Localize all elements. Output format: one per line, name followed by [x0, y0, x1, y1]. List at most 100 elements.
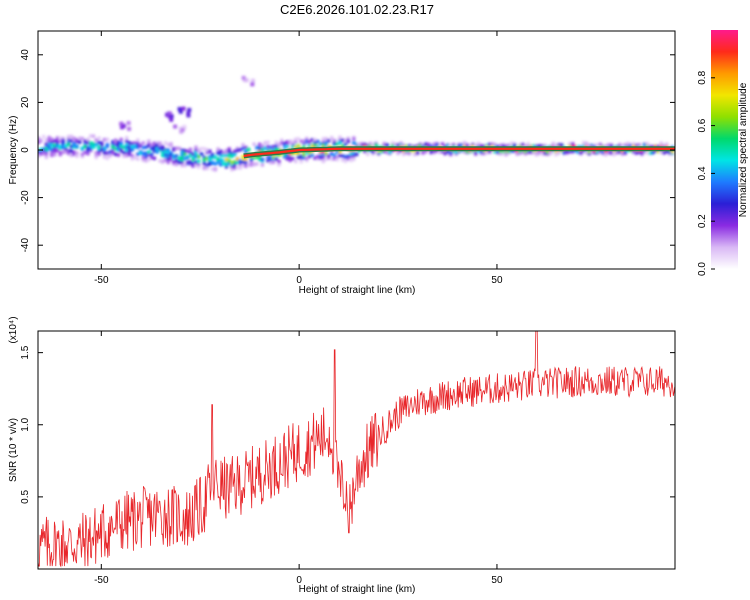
- heatmap-cell: [490, 142, 495, 146]
- heatmap-cell: [352, 154, 356, 158]
- heatmap-cell: [559, 143, 564, 147]
- heatmap-cell: [554, 153, 558, 157]
- heatmap-cell: [38, 150, 40, 154]
- heatmap-cell: [318, 155, 323, 159]
- heatmap-cell: [266, 144, 270, 149]
- heatmap-cell: [219, 150, 223, 154]
- heatmap-cell: [53, 139, 57, 143]
- heatmap-cell: [149, 152, 154, 157]
- heatmap-cell: [343, 158, 348, 163]
- heatmap-cell: [216, 160, 220, 165]
- heatmap-cell: [587, 150, 591, 154]
- heatmap-cell: [163, 152, 168, 156]
- heatmap-cell: [305, 158, 309, 163]
- heatmap-cell: [274, 146, 278, 150]
- heatmap-cell: [291, 142, 295, 147]
- heatmap-cell: [39, 138, 43, 143]
- heatmap-cell: [390, 144, 395, 148]
- heatmap-cell: [130, 145, 134, 149]
- heatmap-cell: [305, 139, 309, 144]
- heatmap-cell: [75, 138, 79, 142]
- heatmap-cell: [415, 144, 420, 148]
- heatmap-outlier: [167, 114, 172, 119]
- heatmap-cell: [293, 137, 298, 142]
- heatmap-cell: [213, 155, 218, 159]
- heatmap-cell: [357, 144, 362, 148]
- heatmap-cell: [122, 145, 126, 150]
- snr-x-tick-label: 50: [491, 575, 503, 586]
- heatmap-cell: [360, 143, 364, 147]
- heatmap-outlier: [121, 123, 126, 128]
- heatmap-cell: [485, 151, 489, 155]
- heatmap-cell: [44, 155, 49, 159]
- heatmap-cell: [163, 150, 168, 154]
- heatmap-cell: [80, 154, 85, 159]
- heatmap-cell: [83, 150, 87, 155]
- heatmap-outlier: [119, 121, 124, 126]
- heatmap-cell: [64, 149, 68, 154]
- heatmap-cell: [321, 155, 326, 160]
- heatmap-cell: [235, 146, 240, 151]
- heatmap-cell: [568, 149, 572, 154]
- heatmap-cell: [335, 150, 339, 154]
- colorbar-strip: [711, 30, 738, 269]
- heatmap-cell: [260, 157, 265, 162]
- heatmap-cell: [537, 151, 542, 155]
- heatmap-cell: [177, 158, 182, 163]
- heatmap-cell: [208, 157, 212, 162]
- heatmap-cell: [620, 143, 625, 148]
- heatmap-cell: [100, 148, 104, 152]
- heatmap-cell: [299, 157, 303, 162]
- heatmap-cell: [127, 152, 132, 157]
- heatmap-cell: [188, 151, 193, 155]
- spectrogram-y-axis-label: Frequency (Hz): [8, 116, 19, 185]
- snr-x-tick-label: 0: [296, 575, 302, 586]
- heatmap-cell: [47, 142, 51, 146]
- heatmap-cell: [166, 143, 170, 147]
- heatmap-cell: [147, 150, 151, 154]
- heatmap-cell: [144, 159, 148, 163]
- heatmap-cell: [127, 145, 132, 149]
- heatmap-cell: [246, 147, 251, 152]
- heatmap-cell: [75, 151, 79, 155]
- heatmap-cell: [371, 152, 375, 156]
- heatmap-cell: [111, 150, 115, 154]
- heatmap-cell: [102, 137, 107, 142]
- colorbar-tick-label: 0.8: [697, 70, 708, 84]
- heatmap-cell: [648, 151, 652, 155]
- heatmap-cell: [163, 158, 168, 163]
- heatmap-cell: [105, 151, 110, 156]
- heatmap-cell: [280, 138, 284, 142]
- heatmap-cell: [659, 141, 663, 145]
- heatmap-cell: [382, 142, 386, 146]
- heatmap-cell: [329, 157, 334, 161]
- snr-x-ticks: -50 0 50: [94, 331, 503, 586]
- heatmap-cell: [50, 153, 54, 157]
- heatmap-cell: [609, 144, 614, 148]
- heatmap-cell: [645, 144, 650, 148]
- heatmap-outlier: [181, 106, 186, 111]
- heatmap-cell: [58, 136, 62, 140]
- heatmap-cell: [69, 152, 74, 156]
- heatmap-cell: [352, 151, 356, 155]
- heatmap-cell: [271, 144, 276, 149]
- heatmap-cell: [69, 135, 74, 139]
- heatmap-cell: [41, 134, 46, 139]
- heatmap-cell: [274, 144, 278, 148]
- heatmap-cell: [152, 141, 157, 145]
- heatmap-cell: [183, 163, 187, 168]
- heatmap-cell: [260, 163, 265, 167]
- heatmap-cell: [233, 165, 237, 169]
- heatmap-cell: [667, 150, 672, 155]
- heatmap-cell: [66, 136, 71, 141]
- heatmap-cell: [155, 147, 159, 151]
- heatmap-cell: [551, 141, 555, 146]
- heatmap-cell: [277, 162, 281, 166]
- heatmap-cell: [100, 141, 104, 145]
- heatmap-cell: [163, 154, 168, 159]
- heatmap-cell: [257, 157, 262, 162]
- heatmap-cell: [365, 144, 370, 148]
- heatmap-cell: [169, 142, 173, 146]
- heatmap-cell: [50, 148, 54, 152]
- heatmap-cell: [47, 135, 51, 140]
